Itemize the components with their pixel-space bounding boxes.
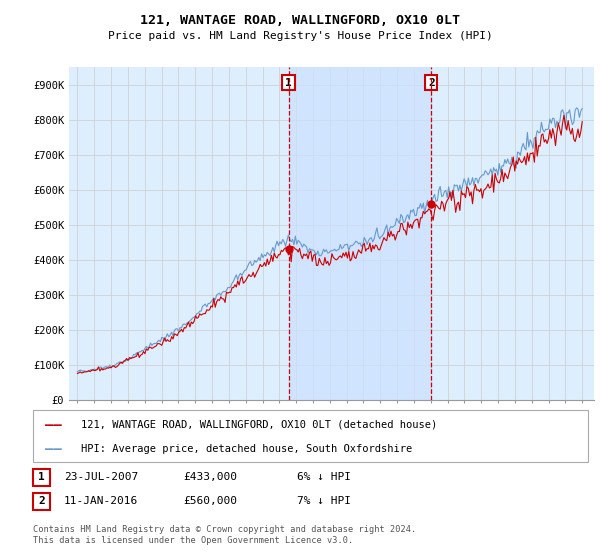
- Text: ——: ——: [45, 442, 62, 456]
- Text: Price paid vs. HM Land Registry's House Price Index (HPI): Price paid vs. HM Land Registry's House …: [107, 31, 493, 41]
- Text: 121, WANTAGE ROAD, WALLINGFORD, OX10 0LT: 121, WANTAGE ROAD, WALLINGFORD, OX10 0LT: [140, 14, 460, 27]
- Text: HPI: Average price, detached house, South Oxfordshire: HPI: Average price, detached house, Sout…: [81, 444, 412, 454]
- Text: 2: 2: [38, 496, 45, 506]
- Text: £560,000: £560,000: [183, 496, 237, 506]
- Text: ——: ——: [45, 418, 62, 432]
- Bar: [289, 67, 431, 400]
- Text: 7% ↓ HPI: 7% ↓ HPI: [297, 496, 351, 506]
- Text: Contains HM Land Registry data © Crown copyright and database right 2024.
This d: Contains HM Land Registry data © Crown c…: [33, 525, 416, 545]
- Text: 1: 1: [38, 472, 45, 482]
- Text: 121, WANTAGE ROAD, WALLINGFORD, OX10 0LT (detached house): 121, WANTAGE ROAD, WALLINGFORD, OX10 0LT…: [81, 420, 437, 430]
- Text: £433,000: £433,000: [183, 472, 237, 482]
- Text: 23-JUL-2007: 23-JUL-2007: [64, 472, 139, 482]
- Text: 1: 1: [285, 78, 292, 88]
- Text: 2: 2: [428, 78, 434, 88]
- Text: 6% ↓ HPI: 6% ↓ HPI: [297, 472, 351, 482]
- Text: 11-JAN-2016: 11-JAN-2016: [64, 496, 139, 506]
